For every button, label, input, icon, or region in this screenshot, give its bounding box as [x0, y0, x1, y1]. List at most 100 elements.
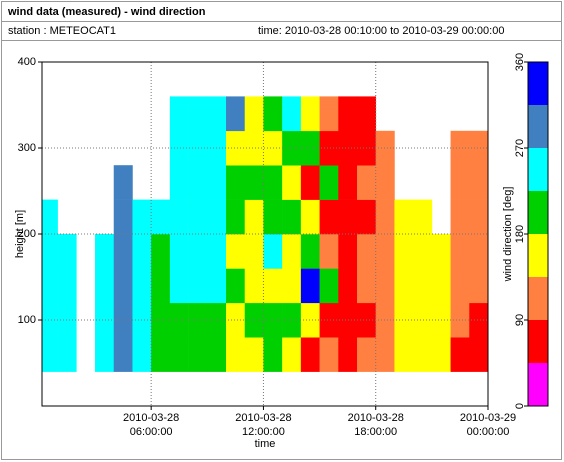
heat-cell [450, 234, 470, 269]
title-bar [2, 2, 561, 21]
chart-title: wind data (measured) - wind direction [7, 6, 206, 18]
heat-cell [319, 199, 339, 235]
heat-cell [188, 165, 208, 200]
heat-cell [319, 234, 339, 269]
heat-cell [469, 337, 489, 372]
colorbar-segment [528, 277, 548, 320]
heat-cell [319, 130, 339, 166]
heat-cell [42, 234, 58, 269]
heat-cell [319, 165, 339, 200]
heat-cell [469, 199, 489, 235]
x-tick-label: 2010-03-29 00:00:00 [460, 412, 516, 438]
heat-cell [357, 96, 377, 132]
heat-cell [394, 302, 414, 338]
heat-cell [394, 199, 414, 235]
heat-cell [244, 337, 264, 372]
heat-cell [375, 268, 395, 304]
heat-cell [338, 302, 358, 338]
heat-cell [357, 199, 377, 235]
period: time: 2010-03-28 00:10:00 to 2010-03-29 … [258, 25, 504, 37]
heat-cell [263, 130, 283, 166]
heat-cell [357, 268, 377, 304]
colorbar-segment [528, 363, 548, 406]
colorbar-segment [528, 234, 548, 277]
heat-cell [338, 96, 358, 132]
heat-cell [450, 130, 470, 166]
heat-cell [95, 234, 115, 269]
heat-cell [282, 199, 302, 235]
heat-cell [357, 234, 377, 269]
heat-cell [338, 165, 358, 200]
heat-cell [431, 268, 451, 304]
heat-cell [226, 337, 246, 372]
heat-cell [450, 199, 470, 235]
heat-cell [226, 234, 246, 269]
heat-cell [375, 234, 395, 269]
heat-cell [244, 130, 264, 166]
heat-cell [282, 96, 302, 132]
heat-cell [169, 268, 189, 304]
heat-cell [244, 302, 264, 338]
heat-cell [244, 234, 264, 269]
heat-cell [375, 302, 395, 338]
colorbar-segment [528, 105, 548, 148]
heat-cell [300, 165, 320, 200]
heat-cell [469, 302, 489, 338]
heat-cell [132, 337, 152, 372]
heat-cell [375, 130, 395, 166]
heat-cell [263, 96, 283, 132]
heat-cell [263, 268, 283, 304]
heat-cell [394, 337, 414, 372]
x-tick-label: 2010-03-28 12:00:00 [235, 412, 291, 438]
heat-cell [151, 337, 171, 372]
heat-cell [357, 165, 377, 200]
heat-cell [469, 130, 489, 166]
heat-cell [263, 199, 283, 235]
heat-cell [469, 268, 489, 304]
x-axis-label: time [255, 438, 276, 450]
heat-cell [169, 165, 189, 200]
heat-cell [42, 199, 58, 235]
heat-cell [95, 268, 115, 304]
heat-cell [375, 165, 395, 200]
heat-cell [226, 199, 246, 235]
heat-cell [244, 199, 264, 235]
heat-cell [300, 337, 320, 372]
heat-cell [207, 96, 227, 132]
heat-cell [113, 268, 133, 304]
heat-cell [413, 337, 433, 372]
heat-cell [57, 234, 77, 269]
heat-cell [244, 268, 264, 304]
heat-cell [188, 96, 208, 132]
heat-cell [42, 302, 58, 338]
colorbar-tick-label: 360 [514, 53, 526, 71]
heat-cell [169, 234, 189, 269]
y-tick-label: 200 [18, 228, 36, 240]
heat-cell [113, 165, 133, 200]
heat-cell [413, 234, 433, 269]
heat-cell [338, 199, 358, 235]
heat-cell [282, 234, 302, 269]
heat-cell [338, 130, 358, 166]
heat-cell [375, 199, 395, 235]
heat-cell [226, 165, 246, 200]
heat-cell [42, 268, 58, 304]
heat-cell [300, 234, 320, 269]
heat-cell [57, 302, 77, 338]
heat-cell [95, 337, 115, 372]
heat-cell [394, 234, 414, 269]
heat-cell [244, 96, 264, 132]
heat-cell [151, 234, 171, 269]
heat-cell [188, 199, 208, 235]
heat-cell [263, 234, 283, 269]
heat-cell [300, 302, 320, 338]
plot-border [41, 61, 489, 407]
x-tick-label: 2010-03-28 06:00:00 [123, 412, 179, 438]
station: station : METEOCAT1 [8, 25, 116, 37]
heat-cell [207, 268, 227, 304]
heat-cell [413, 268, 433, 304]
heat-cell [319, 302, 339, 338]
colorbar-segment [528, 148, 548, 191]
heat-cell [282, 337, 302, 372]
y-tick-label: 400 [18, 56, 36, 68]
